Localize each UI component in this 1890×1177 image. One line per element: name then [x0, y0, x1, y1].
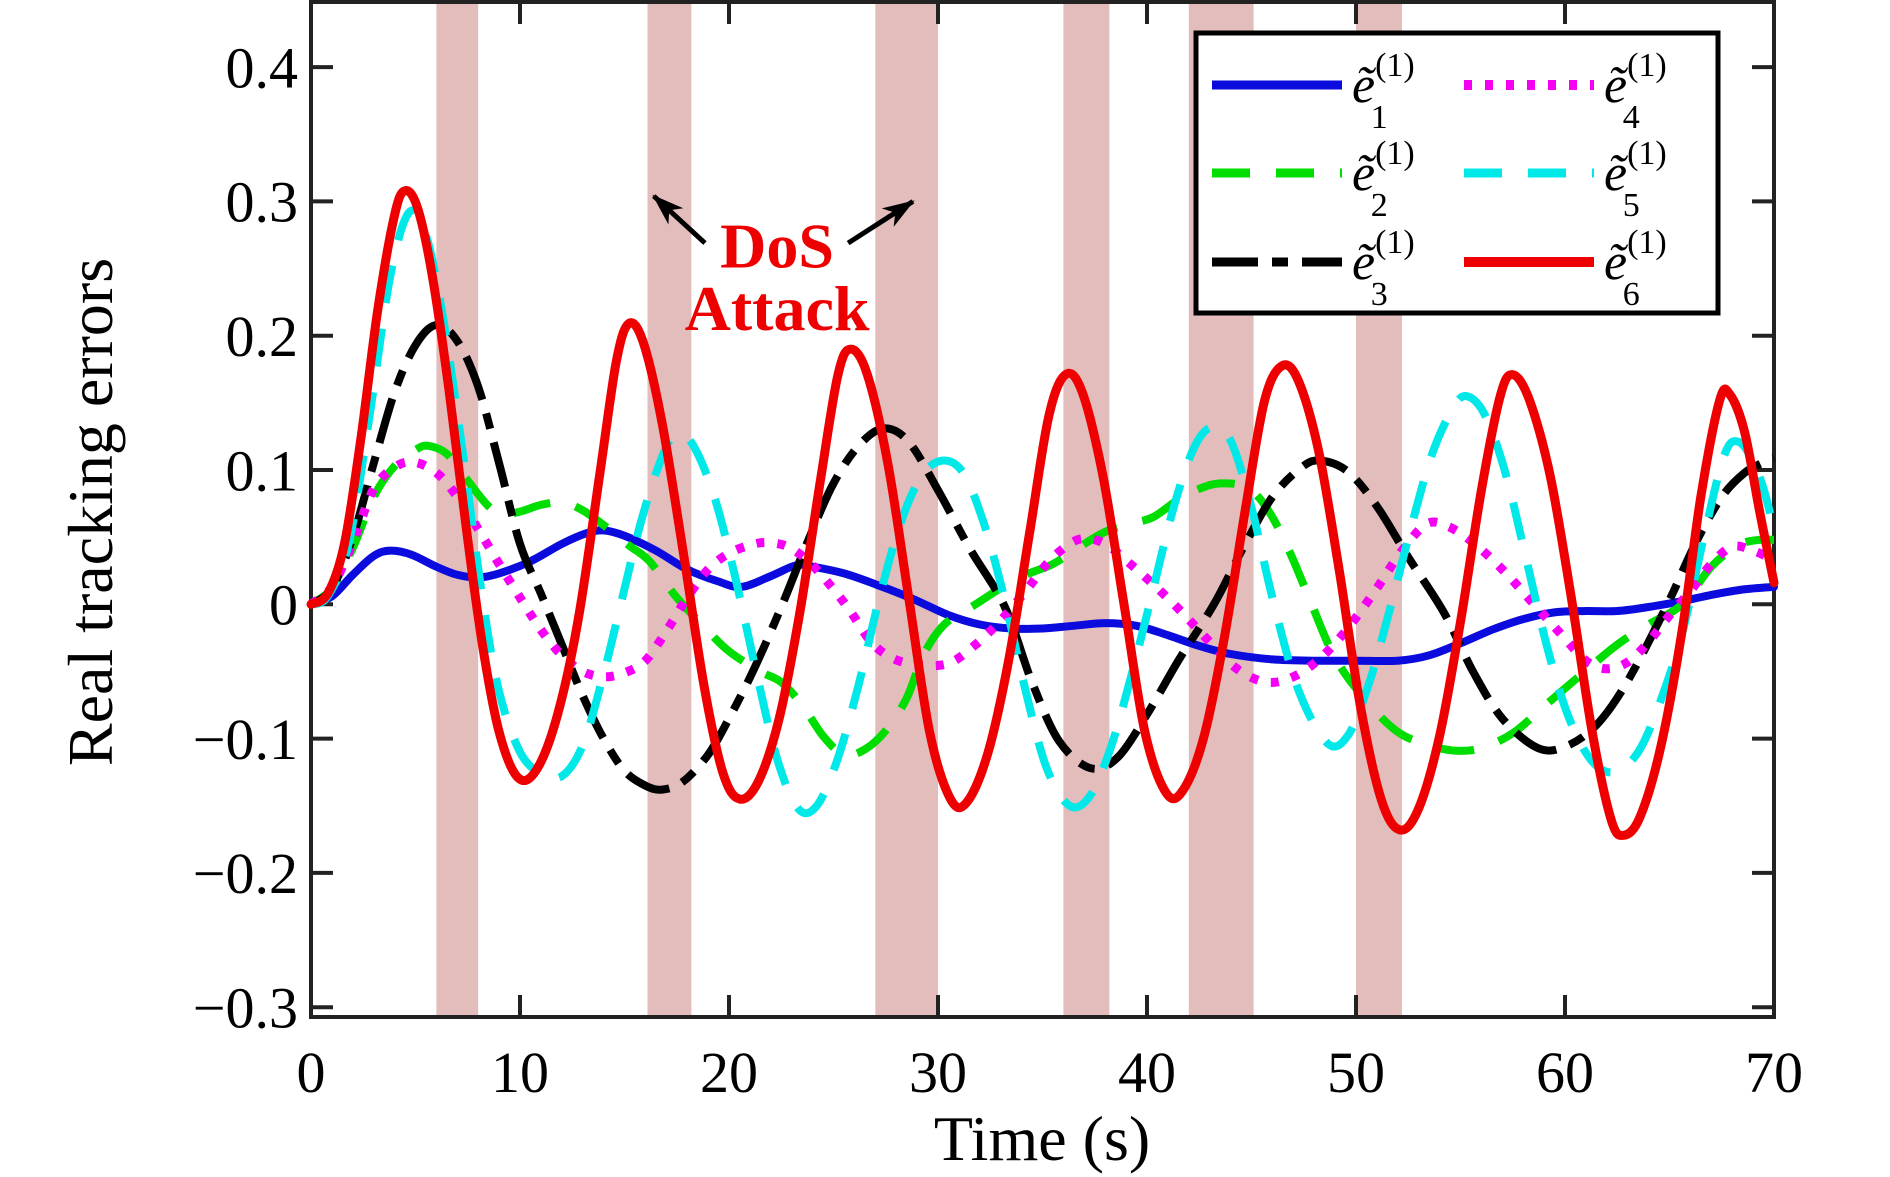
x-tick-label: 30 — [909, 1040, 967, 1105]
y-tick-label: 0.3 — [226, 170, 299, 235]
series-e3-line — [308, 320, 1776, 794]
x-tick-label: 50 — [1327, 1040, 1385, 1105]
dos-attack-band — [1063, 2, 1110, 1017]
y-tick-label: 0.1 — [226, 438, 299, 503]
x-tick-label: 0 — [297, 1040, 326, 1105]
dos-attack-band — [647, 2, 692, 1017]
x-tick-label: 10 — [491, 1040, 549, 1105]
x-tick-label: 70 — [1745, 1040, 1803, 1105]
series-e6-line — [306, 186, 1779, 840]
y-tick-label: −0.3 — [193, 975, 298, 1040]
x-tick-label: 40 — [1118, 1040, 1176, 1105]
series-e1-line — [307, 526, 1778, 666]
dos-attack-annotation: Attack — [685, 273, 870, 344]
y-tick-label: −0.1 — [193, 707, 298, 772]
series-e5-line — [309, 206, 1778, 818]
x-tick-label: 60 — [1536, 1040, 1594, 1105]
y-tick-label: −0.2 — [193, 841, 298, 906]
x-axis-label: Time (s) — [934, 1103, 1150, 1174]
y-axis-label: Real tracking errors — [55, 258, 126, 766]
x-tick-label: 20 — [700, 1040, 758, 1105]
y-tick-label: 0.4 — [226, 35, 299, 100]
annotation-arrow — [652, 194, 707, 245]
y-tick-label: 0.2 — [226, 304, 299, 369]
y-tick-label: 0 — [269, 573, 298, 638]
axes-box — [309, 0, 1776, 1019]
dos-attack-annotation: DoS — [720, 210, 834, 281]
annotation-arrow — [846, 199, 915, 246]
